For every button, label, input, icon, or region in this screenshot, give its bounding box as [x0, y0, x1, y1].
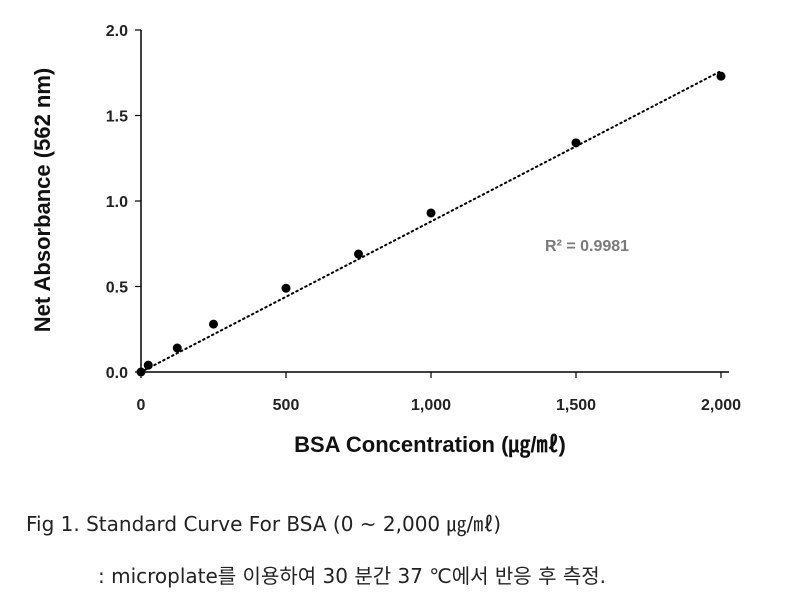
data-point: [426, 208, 436, 218]
chart: 0.0 0.5 1.0 1.5 2.0 0 500 1,000 1,500 2,000 R² = …: [30, 23, 741, 459]
data-point: [136, 367, 146, 377]
y-tick-label: 0.0: [106, 365, 128, 382]
x-tick-label: 2,000: [701, 397, 741, 414]
trendline-line: [140, 70, 722, 373]
data-point: [209, 319, 218, 329]
y-tick-label: 2.0: [106, 23, 128, 40]
x-tick-label: 500: [273, 397, 300, 414]
data-points: [136, 71, 726, 377]
y-axis-title: Net Absorbance (562 nm): [30, 68, 55, 332]
figure-caption: Fig 1. Standard Curve For BSA (0 ~ 2,000…: [26, 512, 502, 536]
tick-labels: 0.0 0.5 1.0 1.5 2.0 0 500 1,000 1,500 2,000: [106, 23, 741, 414]
data-point: [716, 71, 726, 81]
data-point: [143, 360, 153, 370]
x-tick-label: 1,500: [556, 397, 596, 414]
data-point: [571, 138, 581, 148]
y-tick-label: 0.5: [106, 280, 128, 297]
axes: [135, 29, 729, 378]
r-squared-annotation: R² = 0.9981: [545, 238, 629, 255]
x-axis-title: BSA Concentration (㎍/㎖): [294, 432, 566, 459]
x-tick-label: 1,000: [411, 397, 451, 414]
data-point: [354, 249, 363, 259]
figure-caption-note: : microplate를 이용하여 30 분간 37 ℃에서 반응 후 측정.: [98, 564, 606, 588]
x-tick-label: 0: [137, 397, 146, 414]
data-point: [281, 283, 291, 293]
y-tick-label: 1.5: [106, 109, 128, 126]
data-point: [172, 343, 182, 353]
y-tick-label: 1.0: [106, 194, 128, 211]
trendline: [140, 70, 722, 373]
